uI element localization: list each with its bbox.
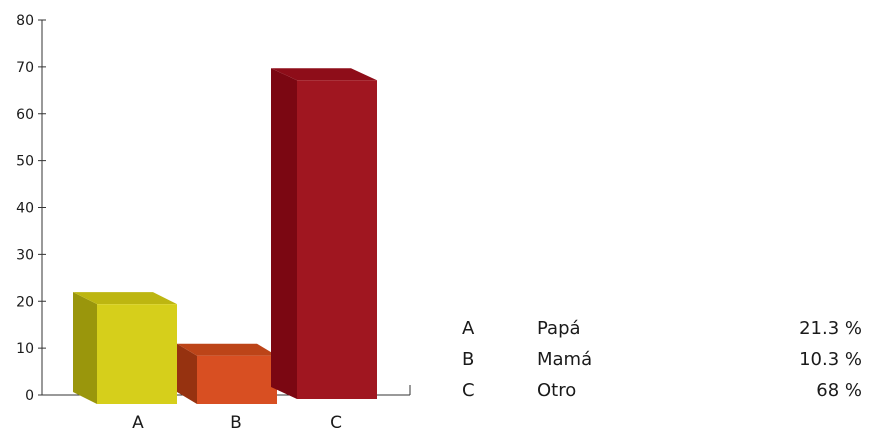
legend-key: C [462,380,475,401]
bar-front [297,80,377,399]
bar-C [271,68,377,399]
legend-name: Mamá [537,349,593,370]
bar-side [271,68,297,399]
bar-side [177,343,197,404]
bar-side [73,292,97,404]
y-tick-label: 80 [16,13,34,29]
x-tick-label: B [230,413,242,431]
x-tick-label: A [132,413,144,431]
legend-name: Otro [537,380,577,401]
y-tick-label: 50 [16,154,34,170]
bar-front [197,355,277,404]
legend-percent: 68 % [816,380,862,401]
legend: A Papá 21.3 % B Mamá 10.3 % C Otro 68 % [462,313,862,406]
legend-key: B [462,349,475,370]
bar-top [73,292,177,305]
y-tick-label: 0 [25,388,34,404]
y-tick-label: 40 [16,201,34,217]
bar-B [177,343,277,404]
x-tick-label: C [330,413,342,431]
bar-A [73,292,177,404]
bar-top [177,343,277,356]
bar-chart: 0 10 20 30 40 50 60 70 80 A B C [16,13,411,431]
y-tick-label: 70 [16,60,34,76]
bar-top [271,68,377,81]
legend-row: B Mamá 10.3 % [462,344,862,375]
legend-row: C Otro 68 % [462,375,862,406]
legend-name: Papá [537,318,581,339]
bar-front [97,304,177,404]
y-tick-label: 10 [16,341,34,357]
legend-key: A [462,318,475,339]
legend-percent: 10.3 % [799,349,862,370]
legend-percent: 21.3 % [799,318,862,339]
y-tick-label: 60 [16,107,34,123]
y-tick-label: 20 [16,294,34,310]
legend-row: A Papá 21.3 % [462,313,862,344]
y-axis: 0 10 20 30 40 50 60 70 80 [16,13,46,404]
bars [73,68,377,404]
y-tick-label: 30 [16,247,34,263]
